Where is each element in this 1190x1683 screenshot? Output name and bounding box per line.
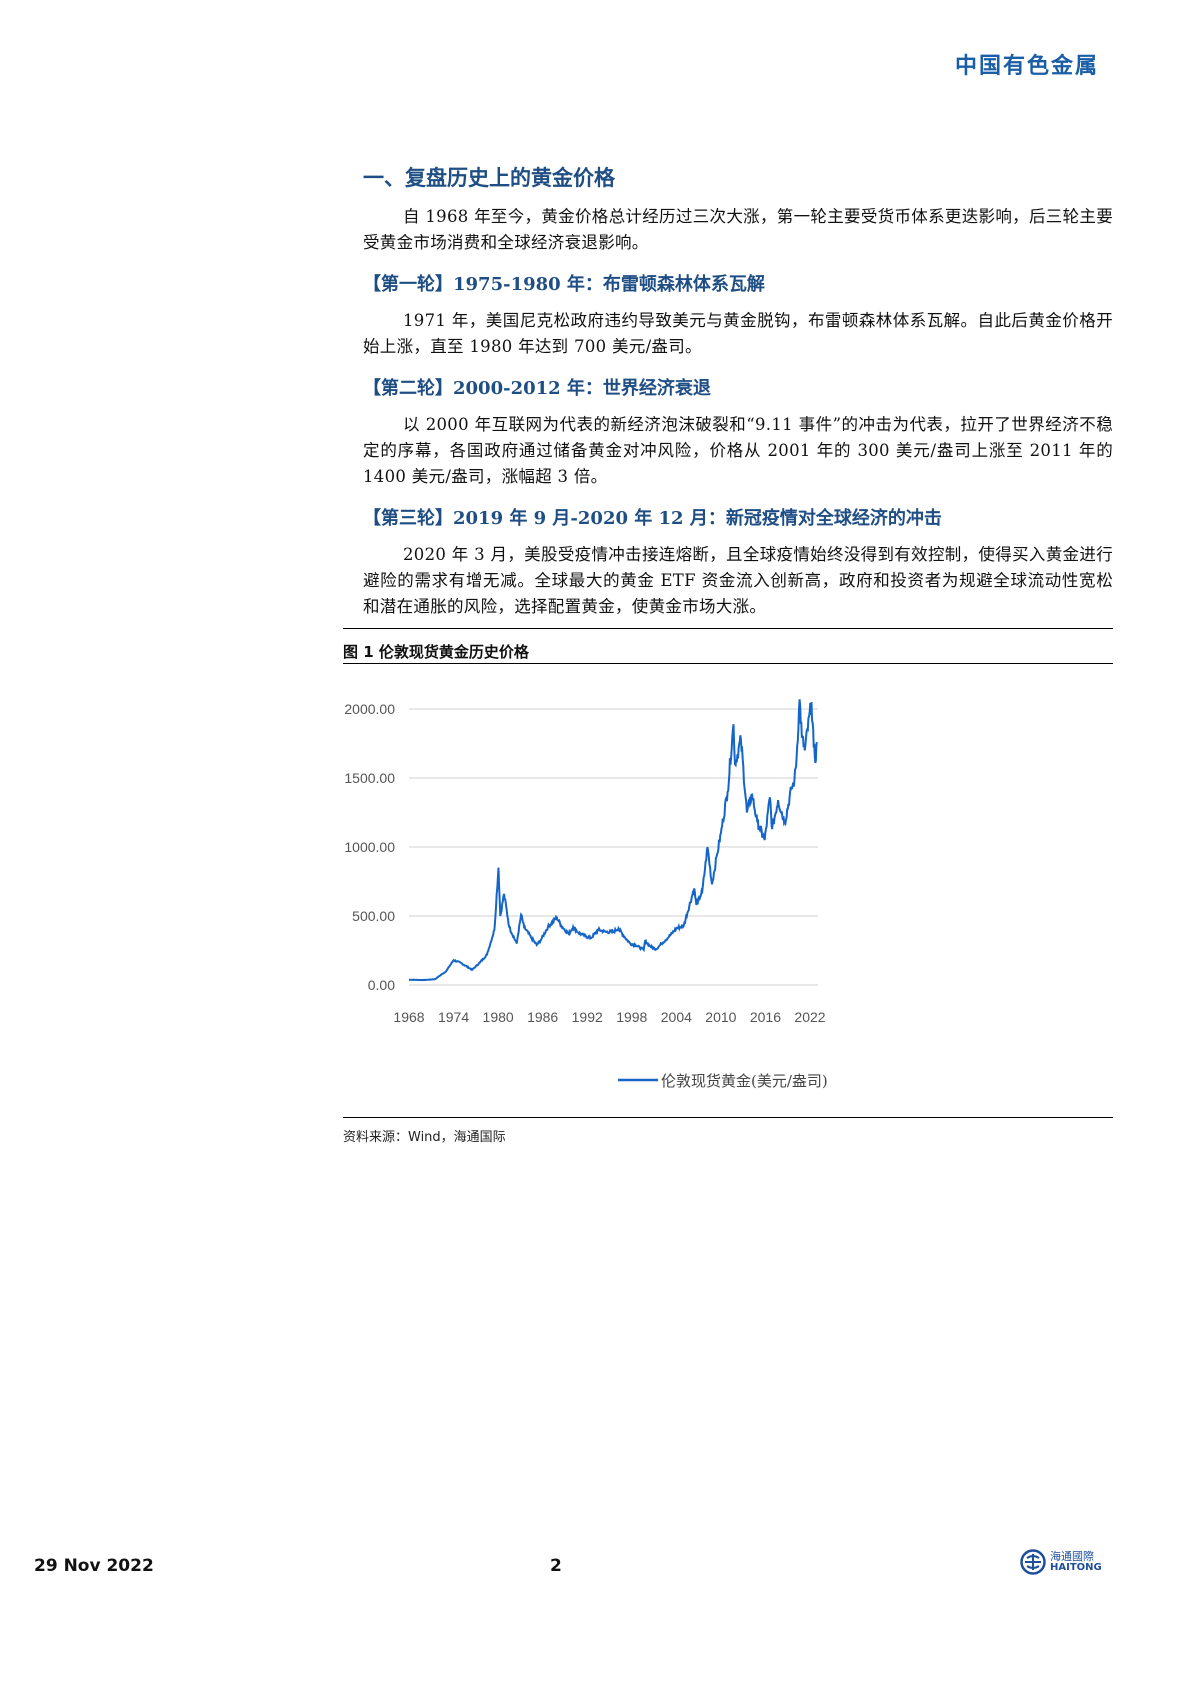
y-tick-label: 0.00 [368, 977, 395, 993]
y-tick-label: 1500.00 [344, 770, 395, 786]
round-3-heading: 【第三轮】2019 年 9 月-2020 年 12 月：新冠疫情对全球经济的冲击 [363, 508, 942, 529]
figure-title: 图 1 伦敦现货黄金历史价格 [343, 643, 529, 661]
header-brand: 中国有色金属 [955, 53, 1100, 79]
x-tick-label: 2004 [661, 1009, 692, 1025]
series-line-gold [409, 699, 818, 982]
logo-cn-text: 海通國際 [1050, 1550, 1094, 1563]
figure-top-rule [343, 628, 1113, 629]
legend-label: 伦敦现货黄金(美元/盎司) [661, 1072, 828, 1090]
round-2-heading: 【第二轮】2000-2012 年：世界经济衰退 [363, 378, 711, 399]
footer-page-number: 2 [550, 1556, 562, 1576]
x-tick-label: 1980 [483, 1009, 514, 1025]
round-1-heading: 【第一轮】1975-1980 年：布雷顿森林体系瓦解 [363, 274, 765, 295]
logo-en-text: HAITONG [1050, 1562, 1102, 1573]
haitong-logo-icon [1020, 1549, 1046, 1575]
y-tick-label: 500.00 [352, 908, 395, 924]
round-1-text: 1971 年，美国尼克松政府违约导致美元与黄金脱钩，布雷顿森林体系瓦解。自此后黄… [363, 311, 1113, 356]
intro-paragraph: 自 1968 年至今，黄金价格总计经历过三次大涨，第一轮主要受货币体系更迭影响，… [363, 207, 1113, 252]
x-tick-label: 2016 [750, 1009, 781, 1025]
y-tick-label: 1000.00 [344, 839, 395, 855]
y-tick-label: 2000.00 [344, 701, 395, 717]
x-tick-label: 1998 [616, 1009, 647, 1025]
x-tick-label: 1992 [572, 1009, 603, 1025]
x-tick-label: 1986 [527, 1009, 558, 1025]
section-title: 一、复盘历史上的黄金价格 [363, 165, 615, 190]
figure-source: 资料来源：Wind，海通国际 [343, 1130, 506, 1145]
haitong-logo: 海通國際 HAITONG [1020, 1549, 1102, 1575]
x-tick-label: 1968 [393, 1009, 424, 1025]
round-3-text: 2020 年 3 月，美股受疫情冲击接连熔断，且全球疫情始终没得到有效控制，使得… [363, 545, 1113, 616]
x-tick-label: 1974 [438, 1009, 469, 1025]
figure-bottom-rule [343, 1117, 1113, 1118]
footer-date: 29 Nov 2022 [34, 1556, 154, 1576]
figure-title-rule [343, 663, 1113, 664]
round-2-text: 以 2000 年互联网为代表的新经济泡沫破裂和“9.11 事件”的冲击为代表，拉… [363, 415, 1113, 486]
x-tick-label: 2022 [794, 1009, 825, 1025]
x-tick-label: 2010 [705, 1009, 736, 1025]
